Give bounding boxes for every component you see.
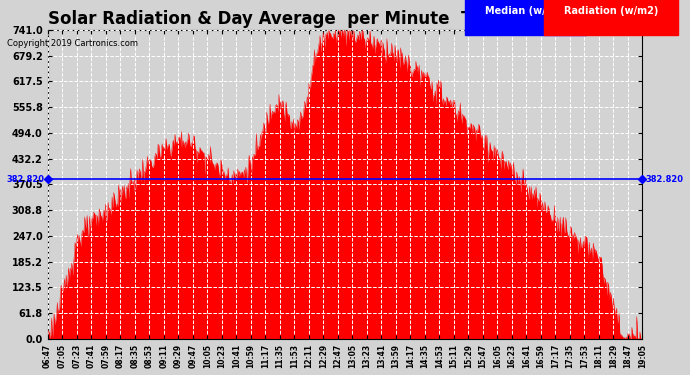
Text: Radiation (w/m2): Radiation (w/m2) (564, 6, 658, 16)
Title: Solar Radiation & Day Average  per Minute  Thu  Mar  28  19:09: Solar Radiation & Day Average per Minute… (48, 10, 642, 28)
Text: 382.820: 382.820 (7, 175, 45, 184)
Text: 382.820: 382.820 (645, 175, 683, 184)
Text: Median (w/m2): Median (w/m2) (485, 6, 566, 16)
Text: Copyright 2019 Cartronics.com: Copyright 2019 Cartronics.com (7, 39, 138, 48)
